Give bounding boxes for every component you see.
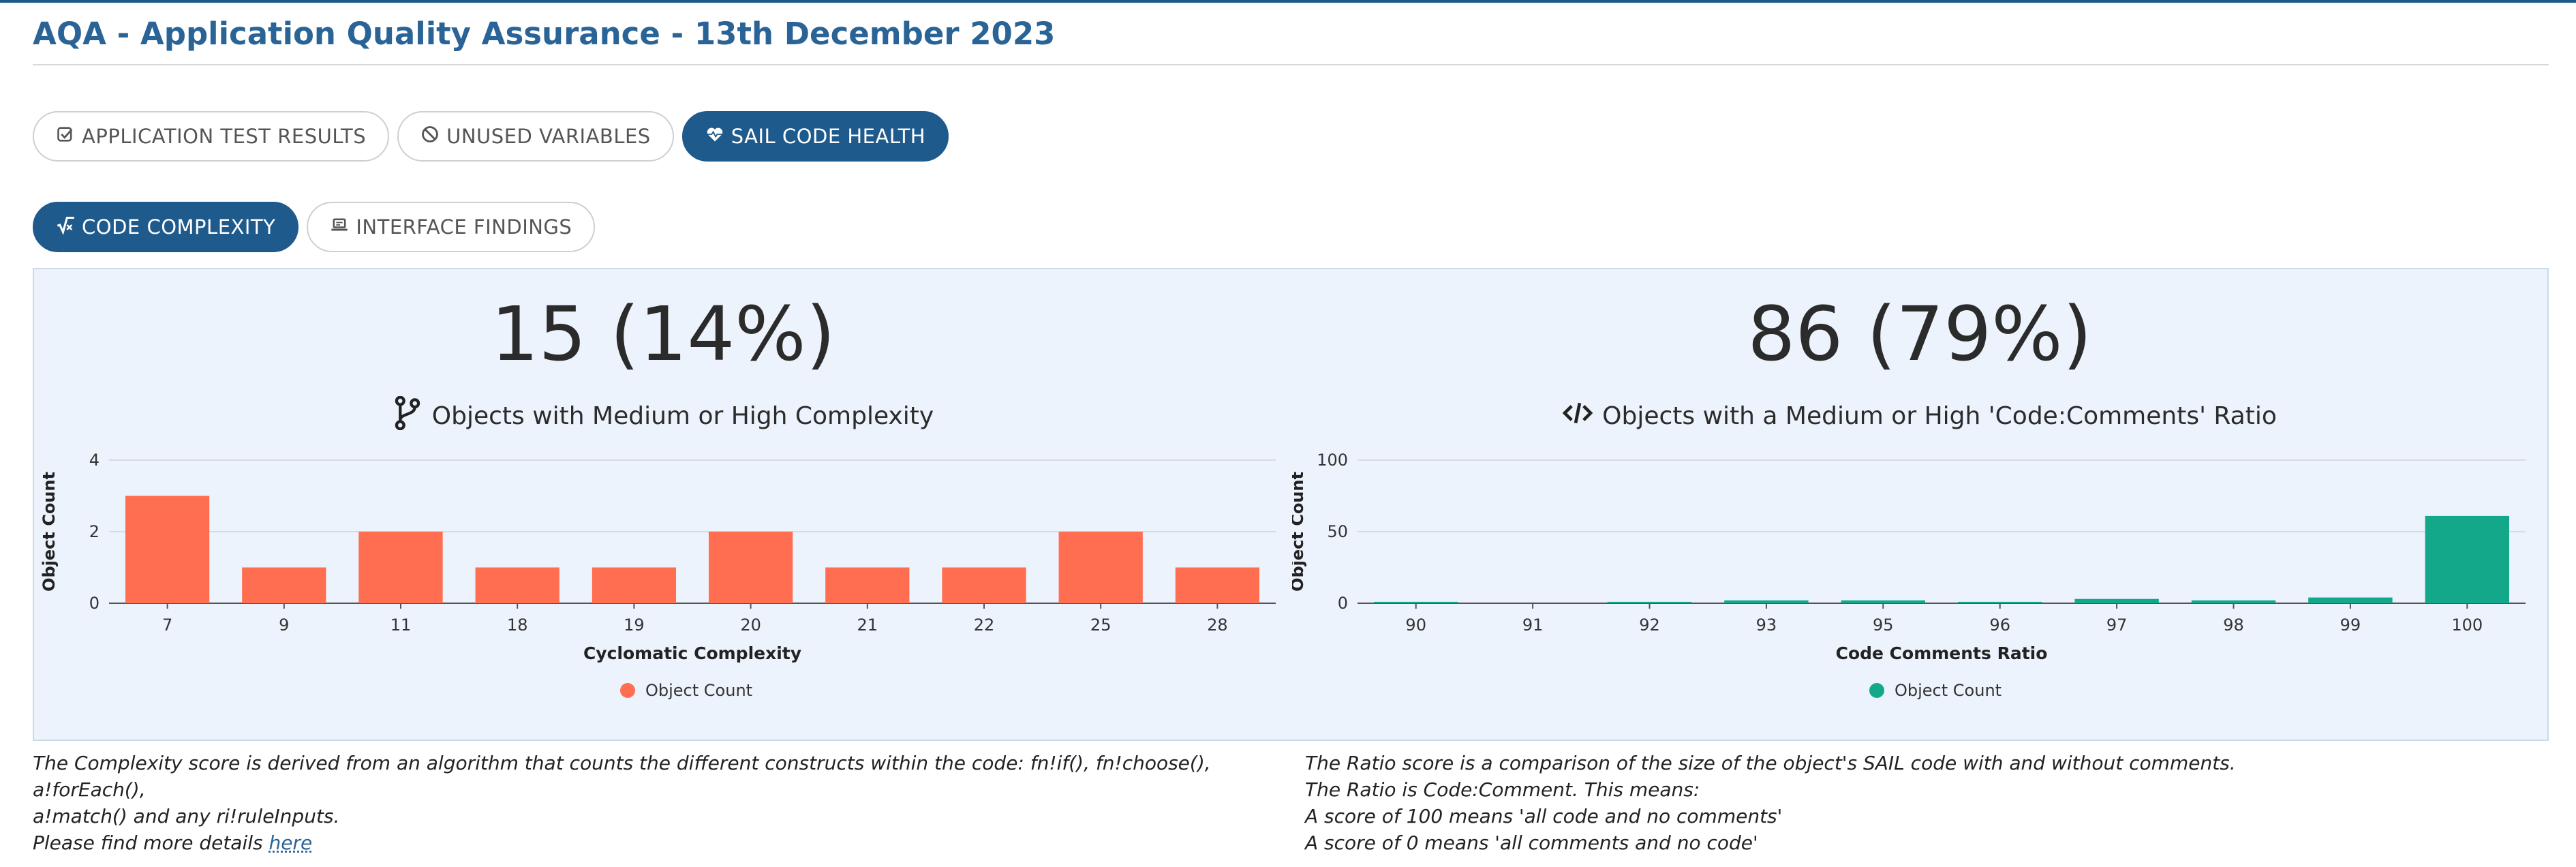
legend-swatch: [1869, 683, 1884, 698]
bar: [1607, 601, 1692, 603]
bar: [242, 567, 326, 603]
complexity-chart: 0 2 4 Object Count 7 9 11 18 19 20 21 22 25 28 Cycloma…: [40, 451, 1276, 700]
x-axis-label: Cyclomatic Complexity: [583, 643, 801, 663]
tab-label: UNUSED VARIABLES: [446, 125, 651, 148]
bar: [1058, 532, 1143, 603]
bar: [1841, 600, 1926, 603]
x-tick-label: 25: [1090, 615, 1111, 635]
legend-label: Object Count: [1895, 681, 2002, 700]
ratio-subtitle-text: Objects with a Medium or High 'Code:Comm…: [1602, 402, 2277, 430]
heart-pulse-icon: [705, 125, 724, 149]
x-tick-label: 9: [279, 615, 289, 635]
title-divider: [33, 64, 2549, 65]
main-tabs: APPLICATION TEST RESULTS UNUSED VARIABLE…: [33, 111, 949, 162]
y-tick-label: 4: [89, 451, 99, 470]
complexity-stat: 15 (14%): [491, 290, 835, 378]
bar: [2191, 600, 2276, 603]
tab-unused-variables[interactable]: UNUSED VARIABLES: [397, 111, 674, 162]
complexity-note-line: The Complexity score is derived from an …: [33, 752, 1211, 801]
complexity-note-line: a!match() and any ri!ruleInputs.: [33, 805, 340, 827]
ratio-stat: 86 (79%): [1747, 290, 2092, 378]
ratio-chart: 0 50 100 Object Count 90 91 92 93 95 96 97 98 99 100 C…: [1292, 451, 2526, 700]
bar: [358, 532, 443, 603]
bar: [592, 567, 677, 603]
ratio-subtitle: Objects with a Medium or High 'Code:Comm…: [1292, 396, 2547, 436]
y-axis-label: Object Count: [1292, 472, 1307, 592]
x-tick-label: 90: [1405, 615, 1426, 635]
y-tick-label: 2: [89, 522, 99, 541]
x-tick-label: 99: [2340, 615, 2361, 635]
ratio-note-line: A score of 100 means 'all code and no co…: [1305, 805, 1783, 827]
bar: [2074, 598, 2159, 603]
page-container: AQA - Application Quality Assurance - 13…: [33, 12, 2549, 65]
x-tick-label: 95: [1873, 615, 1894, 635]
tab-code-complexity[interactable]: CODE COMPLEXITY: [33, 202, 299, 252]
checkbox-icon: [56, 125, 75, 149]
tab-sail-code-health[interactable]: SAIL CODE HEALTH: [681, 111, 949, 162]
complexity-subtitle: Objects with Medium or High Complexity: [34, 395, 1292, 436]
code-health-panel: 15 (14%) Objects with Medium or High Com…: [33, 268, 2549, 741]
ratio-section: 86 (79%) Objects with a Medium or High '…: [1292, 269, 2547, 740]
complexity-note: The Complexity score is derived from an …: [33, 750, 1273, 856]
legend-swatch: [620, 683, 635, 698]
complexity-note-line: Please find more details here: [33, 830, 1273, 856]
complexity-section: 15 (14%) Objects with Medium or High Com…: [34, 269, 1292, 740]
legend-label: Object Count: [645, 681, 752, 700]
bar: [1957, 601, 2042, 603]
tab-label: CODE COMPLEXITY: [82, 215, 276, 239]
code-branch-icon: [393, 395, 423, 436]
x-tick-label: 11: [390, 615, 412, 635]
bar: [1724, 600, 1809, 603]
code-icon: [1562, 396, 1593, 436]
bar: [942, 567, 1026, 603]
x-tick-label: 98: [2223, 615, 2244, 635]
bar: [475, 567, 559, 603]
bar: [708, 532, 793, 603]
bar: [1373, 601, 1458, 603]
x-tick-label: 96: [1989, 615, 2010, 635]
bar: [2425, 515, 2510, 603]
square-root-icon: [56, 215, 75, 239]
x-tick-label: 22: [974, 615, 995, 635]
tab-interface-findings[interactable]: INTERFACE FINDINGS: [307, 202, 596, 252]
page-title: AQA - Application Quality Assurance - 13…: [33, 16, 1056, 52]
ratio-note: The Ratio score is a comparison of the s…: [1305, 750, 2545, 856]
tab-label: APPLICATION TEST RESULTS: [82, 125, 367, 148]
x-tick-label: 91: [1522, 615, 1544, 635]
bar: [125, 496, 210, 603]
x-tick-label: 97: [2106, 615, 2128, 635]
x-tick-label: 19: [624, 615, 645, 635]
sub-tabs: CODE COMPLEXITY INTERFACE FINDINGS: [33, 202, 596, 252]
bar: [825, 567, 910, 603]
complexity-note-prefix: Please find more details: [33, 832, 269, 854]
complexity-subtitle-text: Objects with Medium or High Complexity: [431, 402, 934, 430]
x-tick-label: 21: [857, 615, 878, 635]
bar: [1175, 567, 1260, 603]
top-accent-line: [0, 0, 2576, 3]
tab-application-test-results[interactable]: APPLICATION TEST RESULTS: [33, 111, 390, 162]
x-tick-label: 28: [1207, 615, 1228, 635]
tab-label: INTERFACE FINDINGS: [356, 215, 572, 239]
tab-label: SAIL CODE HEALTH: [731, 125, 926, 148]
y-tick-label: 50: [1327, 522, 1348, 541]
ban-icon: [420, 125, 440, 149]
y-axis-label: Object Count: [40, 472, 59, 592]
x-tick-label: 18: [507, 615, 528, 635]
ratio-note-line: A score of 0 means 'all comments and no …: [1305, 832, 1758, 854]
y-tick-label: 0: [1338, 594, 1348, 613]
ratio-note-line: The Ratio is Code:Comment. This means:: [1305, 778, 1700, 801]
x-tick-label: 93: [1756, 615, 1777, 635]
details-link[interactable]: here: [269, 832, 313, 854]
laptop-icon: [330, 215, 349, 239]
ratio-note-line: The Ratio score is a comparison of the s…: [1305, 752, 2236, 774]
x-tick-label: 20: [740, 615, 761, 635]
y-tick-label: 100: [1317, 451, 1348, 470]
bar: [2308, 597, 2393, 603]
x-tick-label: 92: [1639, 615, 1660, 635]
x-tick-label: 100: [2451, 615, 2483, 635]
y-tick-label: 0: [89, 594, 99, 613]
x-axis-label: Code Comments Ratio: [1836, 643, 2048, 663]
x-tick-label: 7: [162, 615, 172, 635]
